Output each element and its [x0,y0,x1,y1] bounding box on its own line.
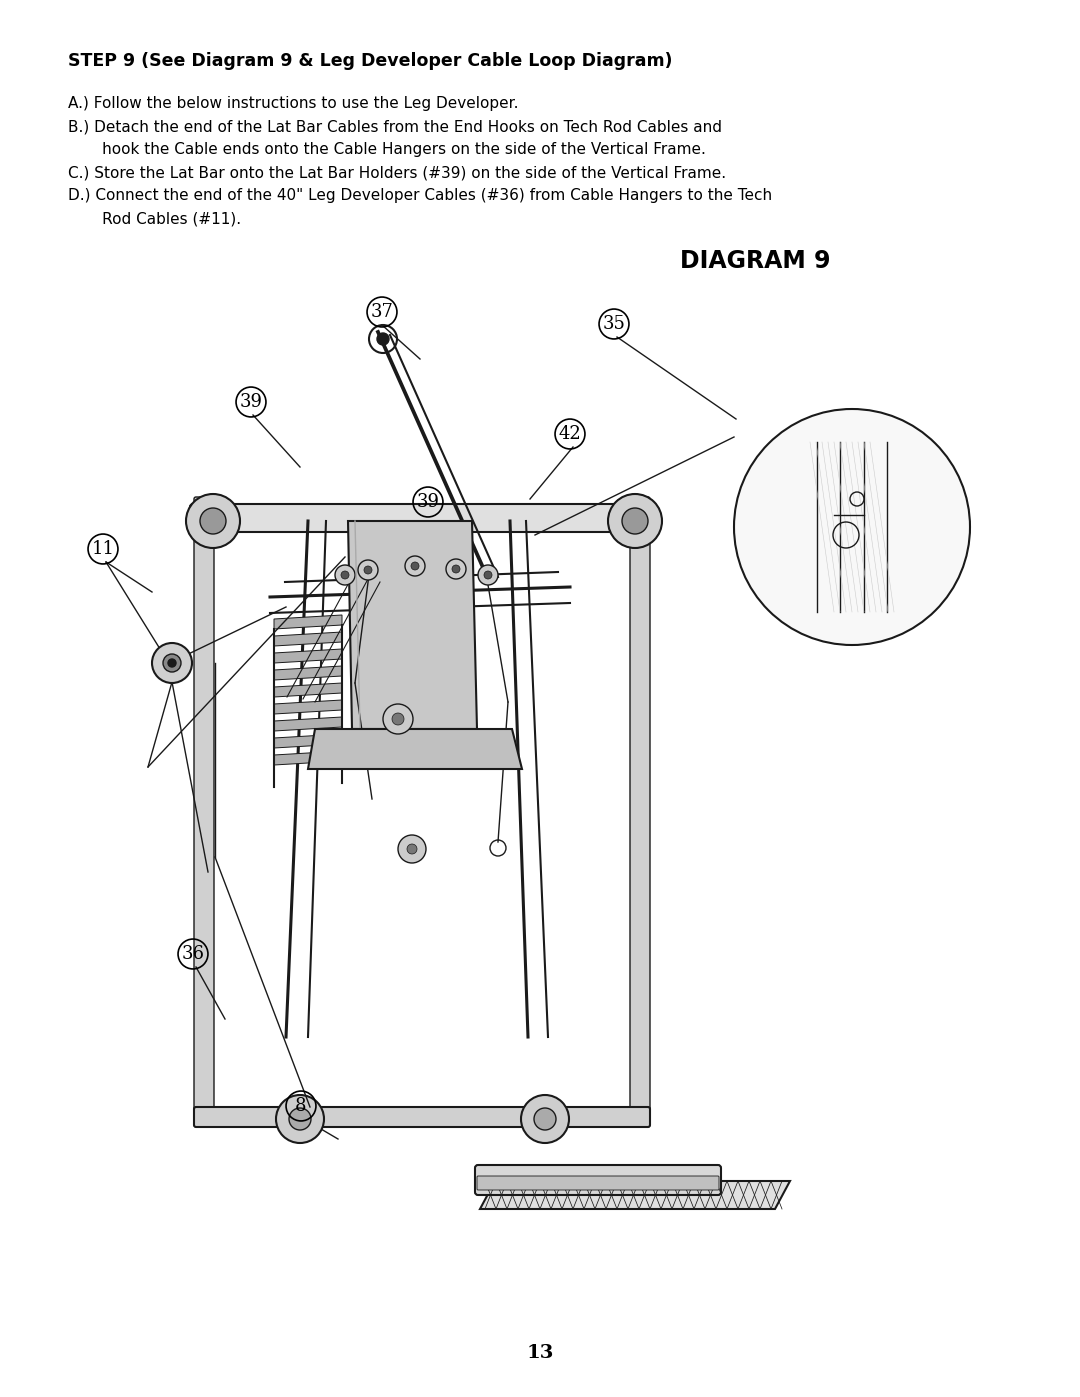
Text: A.) Follow the below instructions to use the Leg Developer.: A.) Follow the below instructions to use… [68,96,518,110]
Circle shape [407,844,417,854]
Text: DIAGRAM 9: DIAGRAM 9 [679,249,831,272]
Polygon shape [274,650,342,664]
Circle shape [622,509,648,534]
Circle shape [168,659,176,666]
FancyBboxPatch shape [194,1106,650,1127]
Circle shape [341,571,349,578]
Text: 37: 37 [370,303,393,321]
FancyBboxPatch shape [630,497,650,1120]
Circle shape [453,564,460,573]
Circle shape [335,564,355,585]
Circle shape [276,1095,324,1143]
Polygon shape [348,521,477,729]
Polygon shape [274,683,342,697]
Text: 11: 11 [92,541,114,557]
Circle shape [289,1108,311,1130]
Text: 36: 36 [181,944,204,963]
Polygon shape [274,700,342,714]
Polygon shape [480,1180,789,1208]
Circle shape [484,571,492,578]
Circle shape [357,560,378,580]
Circle shape [383,704,413,733]
Text: 39: 39 [417,493,440,511]
FancyBboxPatch shape [190,504,652,532]
Text: 42: 42 [558,425,581,443]
Text: 35: 35 [603,314,625,332]
Circle shape [152,643,192,683]
Circle shape [608,495,662,548]
Circle shape [392,712,404,725]
Text: 39: 39 [240,393,262,411]
Polygon shape [308,729,522,768]
Circle shape [521,1095,569,1143]
FancyBboxPatch shape [194,497,214,1120]
Polygon shape [274,752,342,766]
Circle shape [534,1108,556,1130]
Polygon shape [274,631,342,645]
Circle shape [734,409,970,645]
Polygon shape [274,615,342,629]
Circle shape [411,562,419,570]
Circle shape [163,654,181,672]
Text: hook the Cable ends onto the Cable Hangers on the side of the Vertical Frame.: hook the Cable ends onto the Cable Hange… [68,142,706,156]
Circle shape [478,564,498,585]
Text: B.) Detach the end of the Lat Bar Cables from the End Hooks on Tech Rod Cables a: B.) Detach the end of the Lat Bar Cables… [68,119,723,134]
Circle shape [446,559,465,578]
Circle shape [364,566,372,574]
Circle shape [377,332,389,345]
Polygon shape [274,733,342,747]
Circle shape [186,495,240,548]
Text: Rod Cables (#11).: Rod Cables (#11). [68,211,241,226]
Polygon shape [274,666,342,680]
Text: C.) Store the Lat Bar onto the Lat Bar Holders (#39) on the side of the Vertical: C.) Store the Lat Bar onto the Lat Bar H… [68,165,726,180]
FancyBboxPatch shape [477,1176,719,1190]
Circle shape [200,509,226,534]
Text: 8: 8 [295,1097,307,1115]
Polygon shape [274,717,342,731]
FancyBboxPatch shape [475,1165,721,1194]
Text: 13: 13 [526,1344,554,1362]
Circle shape [405,556,426,576]
Circle shape [399,835,426,863]
Text: D.) Connect the end of the 40" Leg Developer Cables (#36) from Cable Hangers to : D.) Connect the end of the 40" Leg Devel… [68,189,772,203]
Text: STEP 9 (See Diagram 9 & Leg Developer Cable Loop Diagram): STEP 9 (See Diagram 9 & Leg Developer Ca… [68,52,673,70]
